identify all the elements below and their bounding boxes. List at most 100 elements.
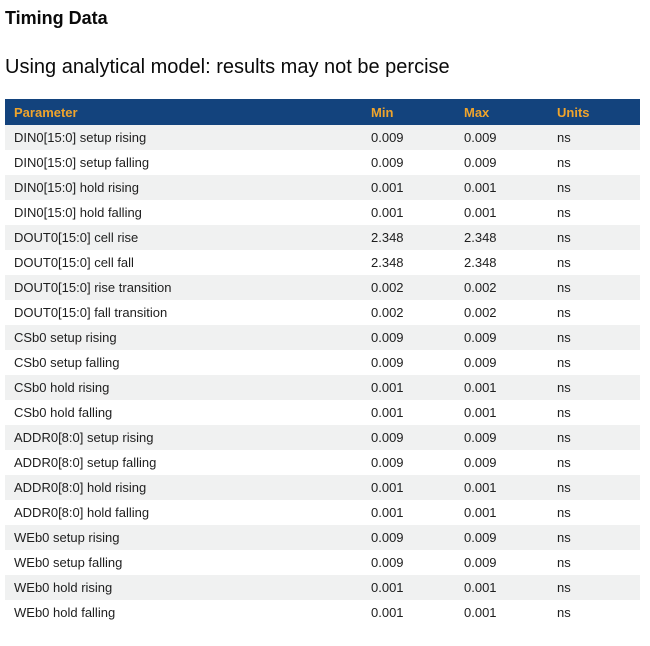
cell-parameter: CSb0 hold falling [14, 405, 113, 420]
table-row: DOUT0[15:0] cell rise 2.348 2.348 ns [5, 225, 640, 250]
column-header-units: Units [556, 99, 640, 125]
table-row: WEb0 setup rising 0.009 0.009 ns [5, 525, 640, 550]
cell-min: 0.009 [371, 130, 404, 145]
table-row: DIN0[15:0] setup falling 0.009 0.009 ns [5, 150, 640, 175]
cell-min: 0.009 [371, 330, 404, 345]
cell-units: ns [557, 430, 571, 445]
cell-parameter: CSb0 setup falling [14, 355, 120, 370]
cell-max: 0.001 [464, 605, 497, 620]
cell-min: 2.348 [371, 230, 404, 245]
cell-min: 0.002 [371, 280, 404, 295]
table-row: CSb0 hold falling 0.001 0.001 ns [5, 400, 640, 425]
cell-min: 0.001 [371, 205, 404, 220]
cell-units: ns [557, 355, 571, 370]
table-header-row: Parameter Min Max Units [5, 99, 640, 125]
cell-min: 0.001 [371, 480, 404, 495]
cell-parameter: DOUT0[15:0] cell rise [14, 230, 139, 245]
cell-max: 0.009 [464, 155, 497, 170]
cell-units: ns [557, 505, 571, 520]
page-subtitle: Using analytical model: results may not … [5, 56, 450, 78]
table-row: CSb0 setup falling 0.009 0.009 ns [5, 350, 640, 375]
cell-min: 0.009 [371, 430, 404, 445]
cell-min: 0.009 [371, 155, 404, 170]
cell-units: ns [557, 405, 571, 420]
cell-max: 0.002 [464, 305, 497, 320]
cell-parameter: ADDR0[8:0] setup rising [14, 430, 154, 445]
cell-units: ns [557, 255, 571, 270]
cell-max: 0.009 [464, 330, 497, 345]
cell-max: 0.001 [464, 380, 497, 395]
cell-min: 0.002 [371, 305, 404, 320]
page-title: Timing Data [5, 8, 108, 28]
cell-parameter: ADDR0[8:0] hold falling [14, 505, 150, 520]
cell-max: 0.009 [464, 555, 497, 570]
cell-max: 0.009 [464, 430, 497, 445]
cell-units: ns [557, 180, 571, 195]
cell-min: 0.001 [371, 580, 404, 595]
table-row: ADDR0[8:0] setup rising 0.009 0.009 ns [5, 425, 640, 450]
cell-parameter: DIN0[15:0] setup falling [14, 155, 150, 170]
column-header-parameter: Parameter [5, 99, 370, 125]
table-row: WEb0 setup falling 0.009 0.009 ns [5, 550, 640, 575]
cell-units: ns [557, 580, 571, 595]
table-row: ADDR0[8:0] hold rising 0.001 0.001 ns [5, 475, 640, 500]
cell-units: ns [557, 155, 571, 170]
table-row: CSb0 setup rising 0.009 0.009 ns [5, 325, 640, 350]
cell-parameter: WEb0 setup rising [14, 530, 120, 545]
cell-max: 0.001 [464, 580, 497, 595]
column-header-max: Max [463, 99, 556, 125]
cell-units: ns [557, 530, 571, 545]
cell-parameter: WEb0 hold rising [14, 580, 113, 595]
cell-min: 0.009 [371, 530, 404, 545]
table-row: DOUT0[15:0] cell fall 2.348 2.348 ns [5, 250, 640, 275]
cell-parameter: CSb0 hold rising [14, 380, 110, 395]
table-row: CSb0 hold rising 0.001 0.001 ns [5, 375, 640, 400]
cell-parameter: ADDR0[8:0] hold rising [14, 480, 147, 495]
cell-max: 2.348 [464, 230, 497, 245]
cell-parameter: ADDR0[8:0] setup falling [14, 455, 157, 470]
cell-units: ns [557, 455, 571, 470]
cell-units: ns [557, 305, 571, 320]
cell-max: 0.001 [464, 205, 497, 220]
cell-min: 0.001 [371, 180, 404, 195]
cell-min: 0.001 [371, 405, 404, 420]
table-row: ADDR0[8:0] hold falling 0.001 0.001 ns [5, 500, 640, 525]
cell-units: ns [557, 280, 571, 295]
cell-units: ns [557, 330, 571, 345]
cell-max: 2.348 [464, 255, 497, 270]
timing-table-body: DIN0[15:0] setup rising 0.009 0.009 ns D… [5, 125, 640, 625]
table-row: DIN0[15:0] hold falling 0.001 0.001 ns [5, 200, 640, 225]
table-row: WEb0 hold rising 0.001 0.001 ns [5, 575, 640, 600]
cell-units: ns [557, 605, 571, 620]
cell-parameter: DIN0[15:0] setup rising [14, 130, 147, 145]
table-row: WEb0 hold falling 0.001 0.001 ns [5, 600, 640, 625]
cell-max: 0.001 [464, 505, 497, 520]
cell-max: 0.001 [464, 405, 497, 420]
cell-units: ns [557, 380, 571, 395]
cell-max: 0.001 [464, 480, 497, 495]
cell-min: 0.001 [371, 605, 404, 620]
cell-parameter: WEb0 hold falling [14, 605, 116, 620]
cell-units: ns [557, 205, 571, 220]
cell-parameter: DOUT0[15:0] fall transition [14, 305, 168, 320]
cell-units: ns [557, 480, 571, 495]
cell-max: 0.009 [464, 355, 497, 370]
cell-min: 2.348 [371, 255, 404, 270]
table-row: DOUT0[15:0] fall transition 0.002 0.002 … [5, 300, 640, 325]
cell-min: 0.009 [371, 555, 404, 570]
cell-max: 0.002 [464, 280, 497, 295]
timing-table: Parameter Min Max Units DIN0[15:0] setup… [5, 99, 640, 625]
table-row: ADDR0[8:0] setup falling 0.009 0.009 ns [5, 450, 640, 475]
column-header-min: Min [370, 99, 463, 125]
cell-parameter: DOUT0[15:0] cell fall [14, 255, 134, 270]
cell-parameter: DOUT0[15:0] rise transition [14, 280, 172, 295]
table-row: DOUT0[15:0] rise transition 0.002 0.002 … [5, 275, 640, 300]
cell-min: 0.001 [371, 380, 404, 395]
timing-data-page: Timing Data Using analytical model: resu… [5, 8, 640, 625]
cell-min: 0.001 [371, 505, 404, 520]
table-row: DIN0[15:0] hold rising 0.001 0.001 ns [5, 175, 640, 200]
cell-parameter: WEb0 setup falling [14, 555, 123, 570]
cell-max: 0.009 [464, 130, 497, 145]
cell-max: 0.001 [464, 180, 497, 195]
cell-units: ns [557, 230, 571, 245]
